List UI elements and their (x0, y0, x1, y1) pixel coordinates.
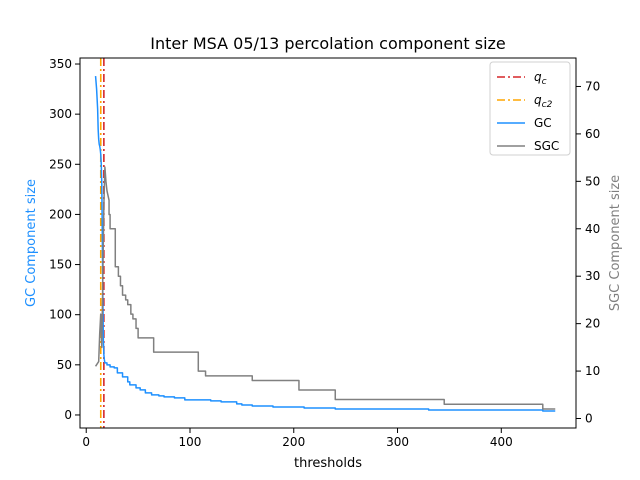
y-left-tick-label: 200 (49, 207, 72, 221)
legend-label-q_c: qc (534, 70, 547, 87)
y-right-tick-label: 70 (585, 79, 600, 93)
y-left-tick-label: 50 (57, 358, 72, 372)
y-right-tick-label: 30 (585, 269, 600, 283)
legend-label-SGC: SGC (534, 139, 559, 153)
y-left-tick-label: 150 (49, 258, 72, 272)
x-tick-label: 200 (282, 435, 305, 449)
legend: qc qc2 GC SGC (489, 61, 571, 156)
y-right-tick-label: 60 (585, 127, 600, 141)
legend-label-GC: GC (534, 116, 552, 130)
y-axis-left-label: GC Component size (24, 179, 39, 307)
y-axis-left: 0 50 100 150 200 250 300 350 (49, 57, 80, 422)
series-line-GC (94, 75, 556, 412)
series-line-SGC (94, 166, 556, 410)
x-tick-label: 400 (490, 435, 513, 449)
chart-title: Inter MSA 05/13 percolation component si… (150, 34, 506, 53)
y-left-tick-label: 100 (49, 308, 72, 322)
y-right-tick-label: 10 (585, 364, 600, 378)
y-left-tick-label: 250 (49, 157, 72, 171)
y-axis-right: 0 10 20 30 40 50 60 70 (576, 79, 600, 426)
y-axis-right-label: SGC Component size (608, 175, 623, 311)
threshold-lines (99, 58, 105, 428)
y-left-tick-label: 0 (64, 408, 72, 422)
x-tick-label: 300 (386, 435, 409, 449)
y-right-tick-label: 20 (585, 317, 600, 331)
plot-frame (79, 57, 577, 429)
x-tick-label: 0 (82, 435, 90, 449)
y-right-tick-label: 50 (585, 174, 600, 188)
plot-area (79, 57, 577, 429)
series-lines (94, 75, 556, 412)
y-left-tick-label: 350 (49, 57, 72, 71)
y-right-tick-label: 40 (585, 222, 600, 236)
x-axis-label: thresholds (294, 456, 362, 471)
legend-label-q_c2: qc2 (534, 93, 553, 110)
x-tick-label: 100 (179, 435, 202, 449)
legend-box (489, 61, 571, 156)
x-axis: 0 100 200 300 400 (82, 428, 513, 449)
y-right-tick-label: 0 (585, 412, 593, 426)
y-left-tick-label: 300 (49, 107, 72, 121)
